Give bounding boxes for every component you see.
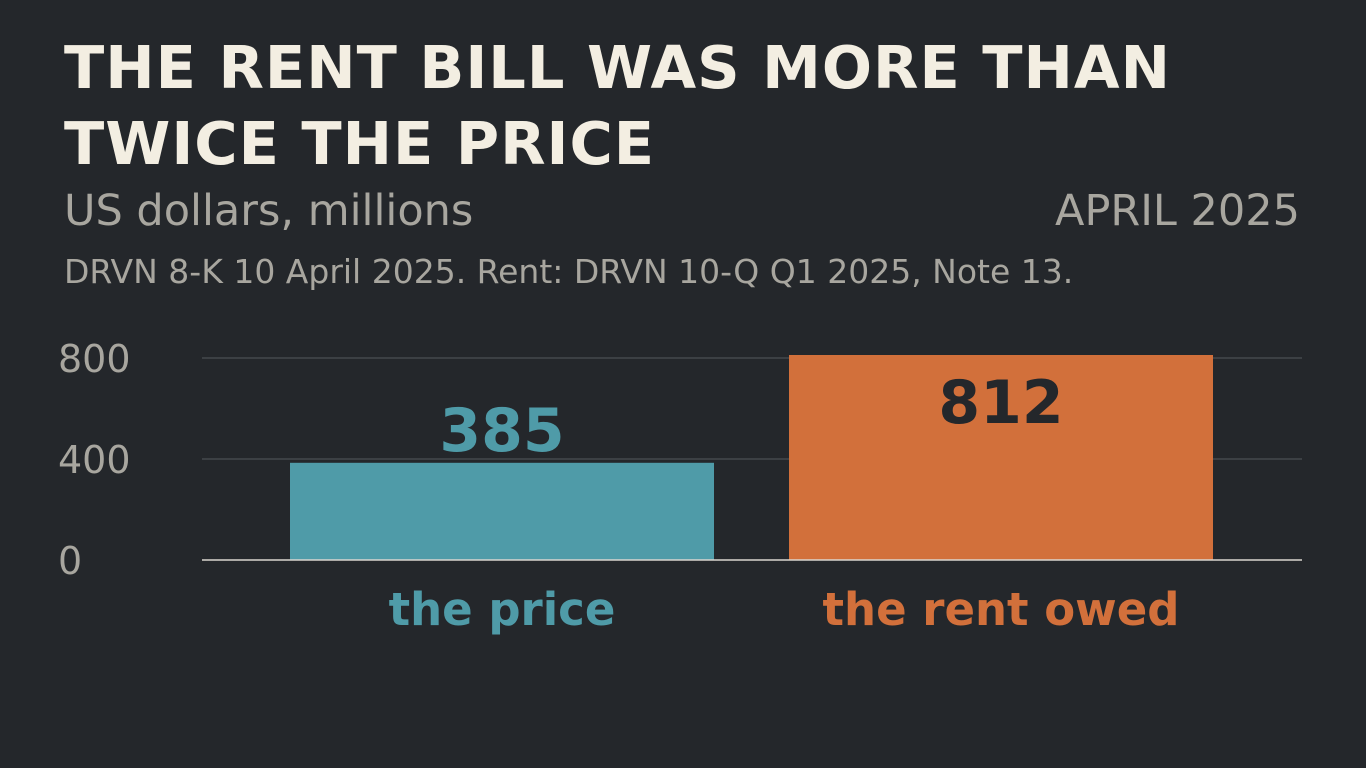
unit-subtitle: US dollars, millions	[64, 186, 474, 236]
date-label: APRIL 2025	[1055, 186, 1300, 236]
bar	[290, 462, 714, 560]
y-tick-label: 400	[58, 438, 131, 482]
bar-value-label: 385	[439, 396, 564, 466]
bar-value-label: 812	[938, 368, 1063, 438]
y-tick-label: 0	[58, 539, 82, 583]
y-tick-label: 800	[58, 337, 131, 381]
category-label: the rent owed	[823, 583, 1180, 636]
category-label: the price	[389, 583, 616, 636]
bar	[789, 355, 1213, 560]
source-note: DRVN 8-K 10 April 2025. Rent: DRVN 10-Q …	[64, 252, 1074, 291]
chart-title: THE RENT BILL WAS MORE THAN TWICE THE PR…	[64, 33, 1171, 178]
